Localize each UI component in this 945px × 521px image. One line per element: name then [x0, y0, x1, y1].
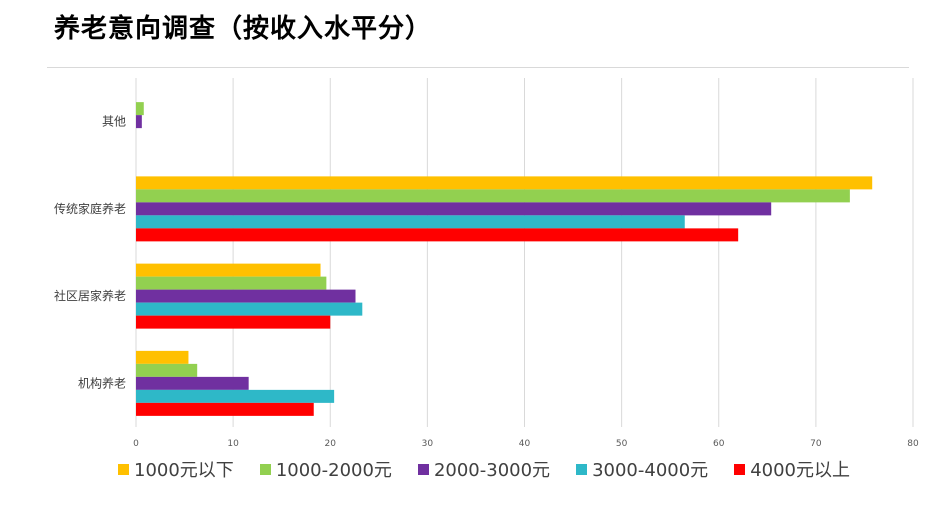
x-tick-labels: 0 10 20 30 40 50 60 70 80	[133, 439, 919, 449]
x-tick-label: 50	[616, 439, 628, 449]
bar	[136, 389, 335, 403]
gridlines	[135, 78, 914, 427]
x-tick-label: 0	[133, 439, 139, 449]
category-label: 传统家庭养老	[54, 201, 126, 216]
legend: 1000元以下 1000-2000元 2000-3000元 3000-4000元 400…	[118, 456, 876, 482]
category-label: 机构养老	[78, 375, 126, 390]
bar	[136, 363, 198, 377]
legend-item: 2000-3000元	[417, 456, 551, 482]
bar	[136, 376, 249, 390]
legend-label: 2000-3000元	[433, 460, 551, 481]
legend-item: 4000元以上	[734, 456, 850, 482]
legend-label: 3000-4000元	[592, 460, 709, 481]
legend-label: 1000元以下	[134, 460, 234, 481]
bar	[136, 350, 189, 364]
bar	[136, 402, 314, 416]
category-label: 社区居家养老	[54, 288, 126, 303]
title-divider	[47, 67, 909, 68]
legend-swatch	[734, 463, 746, 475]
bar-group	[136, 102, 873, 416]
legend-swatch	[417, 463, 429, 475]
x-tick-label: 70	[810, 439, 822, 449]
bar	[136, 215, 685, 229]
chart-title: 养老意向调查（按收入水平分）	[54, 14, 433, 44]
category-label: 其他	[102, 115, 126, 129]
x-tick-label: 60	[713, 439, 725, 449]
x-tick-label: 10	[227, 439, 239, 449]
legend-item: 1000元以下	[118, 456, 234, 482]
bar	[136, 289, 356, 303]
legend-label: 1000-2000元	[275, 460, 392, 481]
x-tick-label: 40	[519, 439, 531, 449]
x-tick-label: 30	[422, 439, 434, 449]
legend-item: 3000-4000元	[576, 456, 708, 482]
bar	[136, 202, 772, 216]
legend-swatch	[576, 463, 588, 475]
bar	[136, 263, 321, 277]
legend-label: 4000元以上	[750, 460, 850, 481]
legend-swatch	[259, 463, 271, 475]
x-tick-label: 20	[325, 439, 337, 449]
bar	[136, 102, 144, 116]
bar	[136, 189, 850, 203]
legend-item: 1000-2000元	[259, 456, 392, 482]
bar	[136, 315, 331, 329]
x-tick-label: 80	[907, 439, 919, 449]
bar	[136, 276, 327, 290]
bar	[136, 302, 363, 316]
bar	[136, 228, 739, 242]
bar	[136, 176, 873, 190]
bar	[136, 115, 142, 129]
legend-swatch	[118, 463, 129, 475]
